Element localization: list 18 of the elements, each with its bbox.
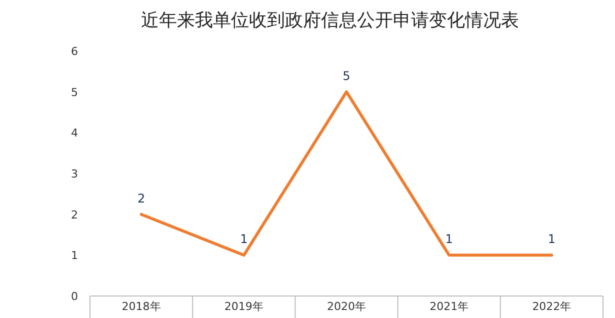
y-tick-label: 2 [71, 208, 78, 222]
data-label: 5 [342, 68, 350, 83]
x-tick-label: 2021年 [430, 300, 469, 313]
data-label: 1 [548, 232, 556, 246]
chart-title: 近年来我单位收到政府信息公开申请变化情况表 [141, 10, 519, 31]
data-label: 2 [137, 191, 146, 206]
data-label: 1 [240, 232, 248, 246]
x-tick-label: 2020年 [327, 300, 366, 313]
y-tick-label: 0 [71, 290, 78, 303]
x-tick-label: 2019年 [224, 300, 264, 313]
y-tick-label: 4 [71, 126, 78, 140]
y-tick-label: 5 [71, 86, 78, 99]
y-tick-label: 1 [71, 249, 78, 262]
y-tick-label: 6 [71, 45, 78, 58]
x-tick-label: 2018年 [122, 300, 161, 313]
y-tick-label: 3 [71, 168, 78, 180]
data-label: 1 [445, 232, 453, 246]
x-tick-label: 2022年 [532, 300, 572, 313]
